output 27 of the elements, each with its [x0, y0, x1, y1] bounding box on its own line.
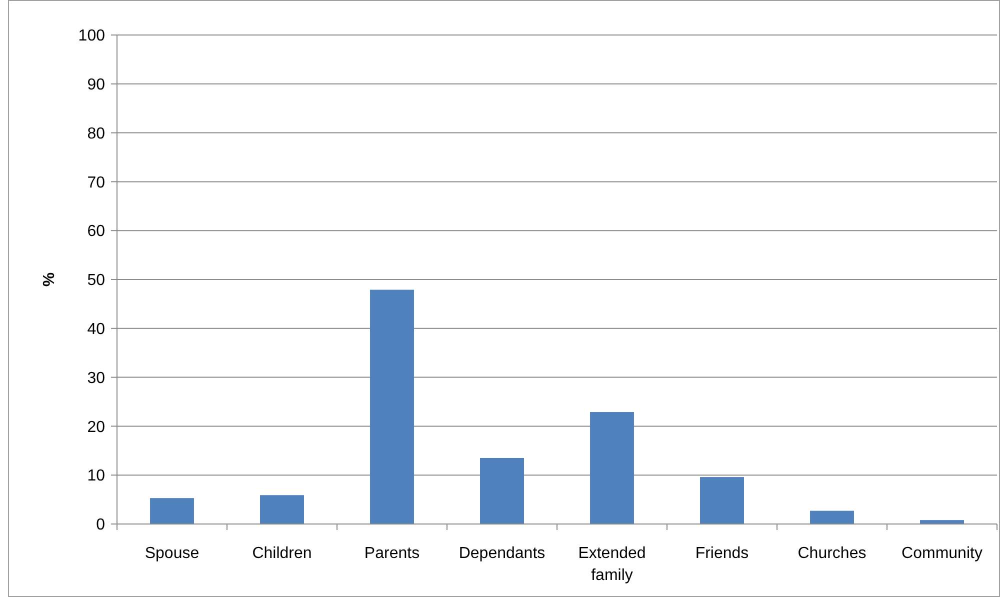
bar	[480, 458, 524, 524]
y-tick-label: 50	[87, 272, 106, 290]
y-axis-title: %	[41, 272, 58, 287]
y-tick-label: 90	[87, 76, 106, 94]
y-tick-label: 70	[87, 174, 106, 192]
x-tick-label: Children	[252, 545, 312, 562]
y-tick-label: 10	[87, 468, 106, 485]
y-tick-label: 80	[87, 125, 106, 142]
x-tick-label: Friends	[695, 545, 749, 562]
y-tick-label: 30	[87, 370, 106, 387]
x-tick-label: Dependants	[458, 545, 546, 562]
y-tick-label: 20	[87, 418, 106, 436]
x-tick-label: Churches	[798, 545, 866, 562]
x-tick-label: Extended family	[578, 545, 646, 584]
x-tick-label: Spouse	[144, 545, 200, 562]
bar	[370, 290, 414, 524]
y-tick-label: 40	[87, 321, 106, 338]
y-tick-label: 100	[78, 28, 106, 45]
x-tick-label: Parents	[364, 545, 420, 562]
bar	[150, 498, 194, 524]
y-tick-label: 60	[87, 223, 106, 240]
bar	[590, 412, 634, 524]
x-tick-label: Community	[902, 545, 982, 562]
bar	[260, 495, 304, 524]
bar	[700, 477, 744, 524]
bar	[810, 510, 854, 524]
y-tick-label: 0	[96, 516, 106, 534]
